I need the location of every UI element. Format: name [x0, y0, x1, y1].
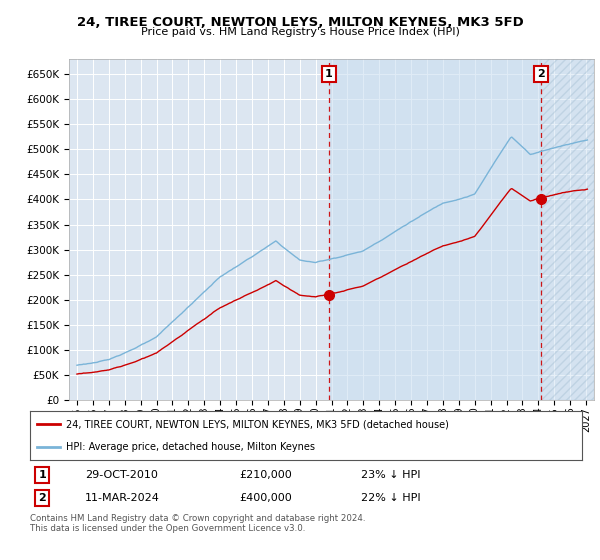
Text: 29-OCT-2010: 29-OCT-2010	[85, 470, 158, 480]
Bar	[329, 59, 541, 400]
Text: £210,000: £210,000	[240, 470, 293, 480]
Text: 23% ↓ HPI: 23% ↓ HPI	[361, 470, 421, 480]
Text: 24, TIREE COURT, NEWTON LEYS, MILTON KEYNES, MK3 5FD (detached house): 24, TIREE COURT, NEWTON LEYS, MILTON KEY…	[66, 419, 449, 430]
Text: 22% ↓ HPI: 22% ↓ HPI	[361, 493, 421, 503]
Text: Contains HM Land Registry data © Crown copyright and database right 2024.
This d: Contains HM Land Registry data © Crown c…	[30, 514, 365, 534]
Bar	[541, 59, 594, 400]
Text: 2: 2	[38, 493, 46, 503]
Text: 11-MAR-2024: 11-MAR-2024	[85, 493, 160, 503]
Text: Price paid vs. HM Land Registry's House Price Index (HPI): Price paid vs. HM Land Registry's House …	[140, 27, 460, 37]
Text: 1: 1	[325, 69, 332, 79]
Text: HPI: Average price, detached house, Milton Keynes: HPI: Average price, detached house, Milt…	[66, 442, 315, 452]
Text: 24, TIREE COURT, NEWTON LEYS, MILTON KEYNES, MK3 5FD: 24, TIREE COURT, NEWTON LEYS, MILTON KEY…	[77, 16, 523, 29]
Text: £400,000: £400,000	[240, 493, 293, 503]
Text: 2: 2	[538, 69, 545, 79]
Text: 1: 1	[38, 470, 46, 480]
